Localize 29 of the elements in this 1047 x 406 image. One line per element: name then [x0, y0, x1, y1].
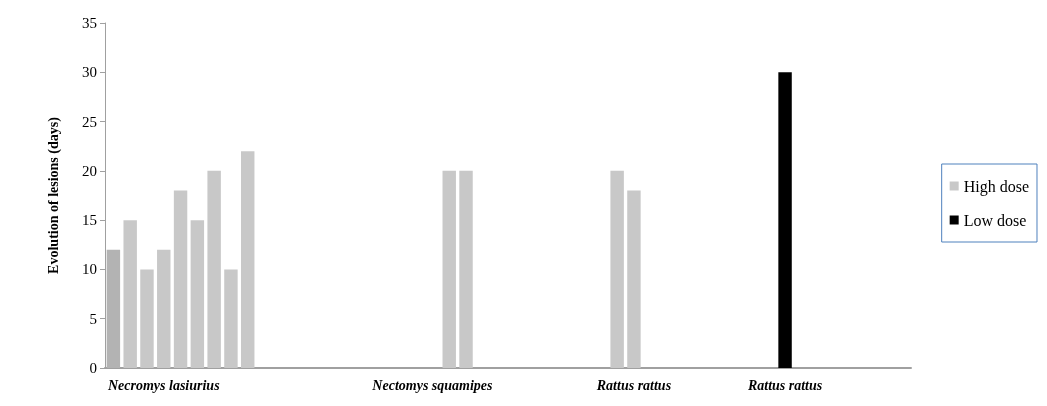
y-tick-label: 15 [82, 212, 97, 229]
bar [123, 220, 137, 368]
x-tick-label: Rattus rattus [746, 377, 823, 393]
x-tick-label: Rattus rattus [595, 377, 672, 393]
y-tick-label: 0 [89, 360, 97, 376]
legend-label: Low dose [963, 211, 1027, 229]
x-tick-label: Nectomys squamipes [371, 377, 494, 393]
bar [778, 72, 792, 368]
y-tick-label: 5 [89, 310, 97, 327]
y-tick-label: 25 [82, 113, 97, 130]
y-tick-label: 35 [82, 15, 97, 31]
legend-label: High dose [963, 177, 1029, 196]
bar [106, 249, 121, 368]
bar [459, 170, 473, 368]
bar [173, 190, 188, 368]
bar [207, 170, 221, 368]
bar [224, 269, 238, 368]
bar [241, 151, 255, 368]
bar [610, 170, 624, 368]
y-tick-label: 30 [82, 64, 97, 81]
bar [157, 249, 171, 368]
x-tick-label: Necromys lasiurius [106, 377, 221, 393]
y-tick-label: 20 [82, 162, 97, 179]
bar [190, 220, 205, 368]
y-tick-label: 10 [82, 261, 97, 278]
y-axis-title: Evolution of lesions (days) [45, 116, 62, 274]
bar [140, 269, 154, 368]
bar [627, 190, 641, 368]
bar [442, 170, 456, 368]
